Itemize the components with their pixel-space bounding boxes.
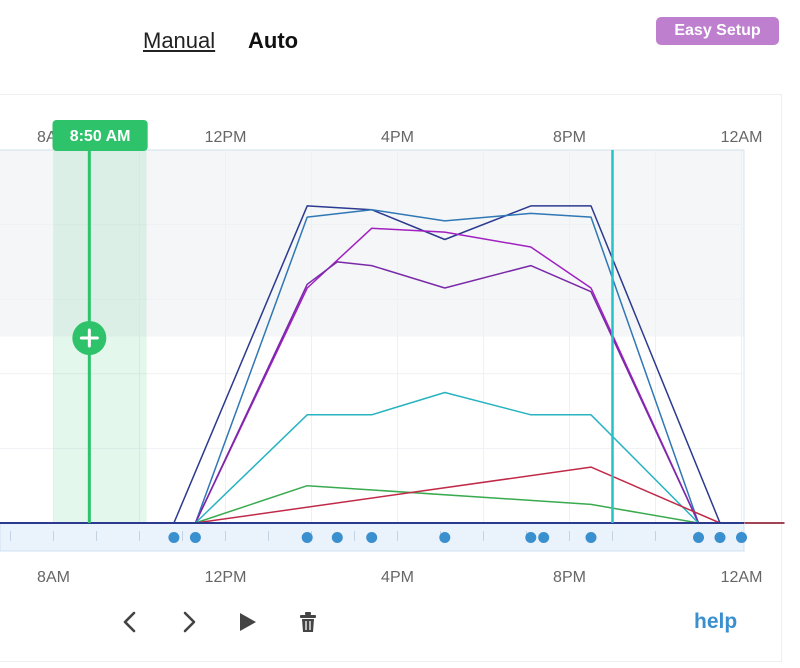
x-tick-label-bottom: 12PM: [205, 569, 247, 586]
x-tick-label-bottom: 8AM: [37, 569, 70, 586]
easy-setup-button[interactable]: Easy Setup: [656, 17, 779, 45]
keypoint-dot[interactable]: [525, 532, 537, 543]
tab-manual[interactable]: Manual: [143, 28, 216, 53]
x-tick-label-top: 4PM: [381, 129, 414, 146]
keypoint-dot[interactable]: [714, 532, 726, 543]
keypoint-dot[interactable]: [439, 532, 451, 543]
tab-auto[interactable]: Auto: [248, 28, 299, 53]
series-line-2: [10, 208, 785, 524]
trash-icon: [300, 612, 316, 632]
delete-button[interactable]: [291, 605, 325, 639]
series-line-4: [10, 261, 785, 524]
series-line-1: [10, 205, 785, 524]
current-time-label: 8:50 AM: [70, 128, 131, 145]
x-tick-label-top: 12PM: [205, 129, 247, 146]
x-tick-label-bottom: 4PM: [381, 569, 414, 586]
add-point-button[interactable]: [72, 321, 107, 355]
keypoint-dot[interactable]: [301, 532, 313, 543]
help-link[interactable]: help: [694, 610, 738, 633]
play-icon: [240, 613, 256, 631]
shaded-band: [0, 150, 744, 337]
keypoint-dot[interactable]: [693, 532, 704, 543]
series-line-5: [10, 391, 785, 524]
x-tick-label-bottom: 8PM: [553, 569, 586, 586]
chevron-right-icon: [183, 611, 196, 633]
current-time-badge: [52, 120, 148, 151]
keypoint-dot[interactable]: [366, 532, 378, 543]
keypoint-dot[interactable]: [585, 532, 597, 543]
keypoint-dot[interactable]: [168, 532, 180, 543]
x-tick-label-bottom: 12AM: [721, 569, 763, 586]
keypoint-dot[interactable]: [331, 532, 343, 543]
keypoint-dot[interactable]: [189, 532, 201, 543]
play-button[interactable]: [230, 605, 264, 639]
next-button[interactable]: [172, 605, 206, 639]
prev-button[interactable]: [113, 605, 147, 639]
keypoint-dot[interactable]: [538, 532, 550, 543]
plus-icon: [79, 328, 99, 348]
chevron-left-icon: [123, 611, 136, 633]
x-tick-label-top: 12AM: [721, 129, 763, 146]
keypoint-dot[interactable]: [736, 532, 747, 543]
x-tick-label-top: 8PM: [553, 129, 586, 146]
